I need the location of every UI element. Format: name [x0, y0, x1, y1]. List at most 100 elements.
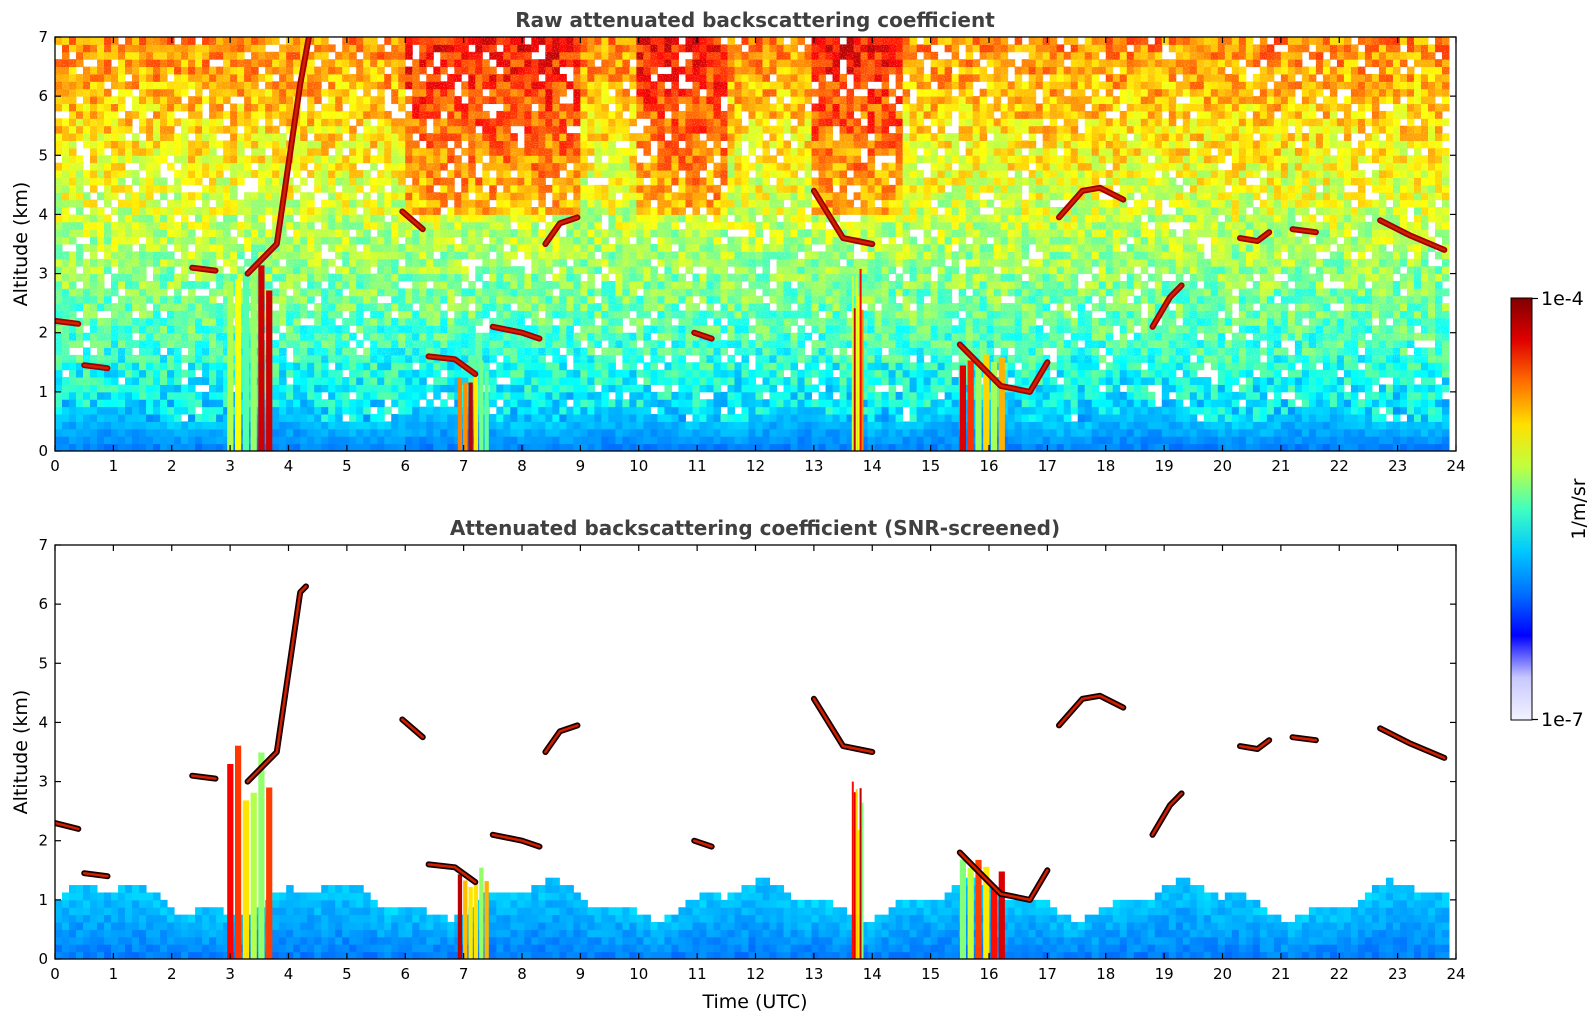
heatmap-cell: [566, 384, 574, 393]
heatmap-cell: [510, 414, 518, 422]
heatmap-cell: [328, 414, 336, 422]
heatmap-cell: [377, 384, 385, 393]
heatmap-cell: [517, 377, 525, 385]
heatmap-cell: [601, 384, 609, 393]
heatmap-cell: [62, 414, 70, 422]
heatmap-cell: [538, 362, 546, 371]
heatmap-cell: [223, 369, 231, 378]
heatmap-cell: [552, 369, 560, 378]
heatmap-cell: [580, 362, 588, 371]
heatmap-cell: [55, 436, 63, 445]
heatmap-cell: [440, 436, 448, 445]
heatmap-cell: [55, 377, 63, 385]
heatmap-cell: [440, 421, 448, 430]
heatmap-cell: [664, 377, 672, 385]
heatmap-cell: [419, 406, 427, 415]
heatmap-cell: [230, 436, 238, 445]
heatmap-cell: [216, 428, 224, 437]
heatmap-cell: [636, 443, 644, 451]
heatmap-cell: [720, 443, 728, 451]
heatmap-cell: [146, 369, 154, 378]
heatmap-cell: [559, 391, 567, 400]
heatmap-cell: [734, 384, 742, 393]
heatmap-cell: [671, 399, 679, 408]
heatmap-cell: [363, 377, 371, 385]
heatmap-cell: [622, 384, 630, 393]
heatmap-cell: [412, 406, 420, 415]
heatmap-cell: [370, 421, 378, 430]
heatmap-cell: [657, 406, 665, 415]
heatmap-cell: [83, 428, 91, 437]
heatmap-cell: [342, 362, 350, 371]
heatmap-cell: [419, 384, 427, 393]
heatmap-cell: [734, 428, 742, 437]
heatmap-cell: [664, 391, 672, 400]
heatmap-cell: [741, 384, 749, 393]
heatmap-cell: [83, 399, 91, 408]
heatmap-cell: [125, 362, 133, 371]
heatmap-cell: [657, 421, 665, 430]
heatmap-cell: [146, 399, 154, 408]
heatmap-cell: [188, 414, 196, 422]
heatmap-cell: [678, 369, 686, 378]
heatmap-cell: [426, 414, 434, 422]
heatmap-cell: [139, 421, 147, 430]
heatmap-cell: [174, 377, 182, 385]
heatmap-cell: [195, 399, 203, 408]
heatmap-cell: [412, 377, 420, 385]
heatmap-cell: [209, 391, 217, 400]
heatmap-cell: [566, 414, 574, 422]
heatmap-cell: [328, 377, 336, 385]
heatmap-cell: [426, 406, 434, 415]
heatmap-cell: [720, 428, 728, 437]
heatmap-cell: [83, 414, 91, 422]
heatmap-cell: [97, 436, 105, 445]
heatmap-cell: [146, 428, 154, 437]
heatmap-cell: [573, 391, 581, 400]
heatmap-cell: [636, 436, 644, 445]
heatmap-cell: [216, 384, 224, 393]
heatmap-cell: [146, 406, 154, 415]
heatmap-cell: [307, 377, 315, 385]
heatmap-cell: [545, 428, 553, 437]
heatmap-cell: [559, 406, 567, 415]
heatmap-cell: [62, 421, 70, 430]
heatmap-cell: [720, 399, 728, 408]
heatmap-cell: [545, 443, 553, 451]
heatmap-cell: [426, 362, 434, 371]
heatmap-cell: [727, 414, 735, 422]
heatmap-cell: [314, 391, 322, 400]
heatmap-cell: [503, 362, 511, 371]
heatmap-cell: [643, 414, 651, 422]
heatmap-cell: [363, 391, 371, 400]
heatmap-cell: [615, 377, 623, 385]
heatmap-cell: [97, 406, 105, 415]
heatmap-cell: [223, 436, 231, 445]
heatmap-cell: [230, 377, 238, 385]
heatmap-cell: [671, 377, 679, 385]
heatmap-cell: [517, 443, 525, 451]
heatmap-cell: [69, 421, 77, 430]
heatmap-cell: [286, 436, 294, 445]
heatmap-cell: [664, 362, 672, 371]
heatmap-cell: [699, 443, 707, 451]
heatmap-cell: [727, 406, 735, 415]
heatmap-cell: [713, 362, 721, 371]
heatmap-cell: [412, 369, 420, 378]
heatmap-cell: [615, 399, 623, 408]
heatmap-cell: [328, 399, 336, 408]
heatmap-cell: [398, 377, 406, 385]
heatmap-cell: [601, 369, 609, 378]
heatmap-cell: [69, 436, 77, 445]
heatmap-cell: [349, 399, 357, 408]
heatmap-cell: [286, 414, 294, 422]
heatmap-cell: [62, 377, 70, 385]
heatmap-cell: [55, 391, 63, 400]
heatmap-cell: [146, 384, 154, 393]
heatmap-cell: [216, 391, 224, 400]
heatmap-cell: [503, 428, 511, 437]
heatmap-cell: [160, 436, 168, 445]
heatmap-cell: [405, 369, 413, 378]
heatmap-cell: [181, 391, 189, 400]
heatmap-cell: [608, 436, 616, 445]
